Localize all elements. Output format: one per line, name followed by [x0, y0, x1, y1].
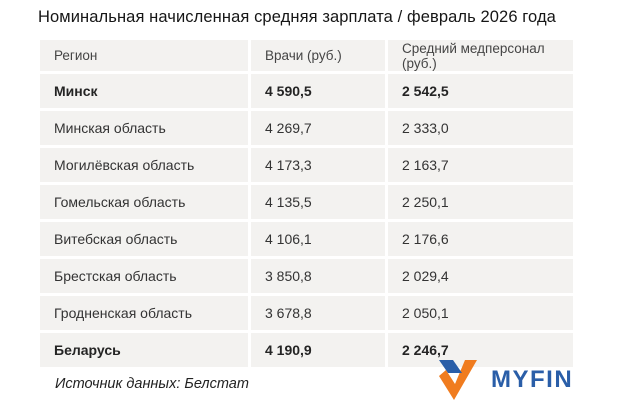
table-row: Витебская область 4 106,1 2 176,6 — [40, 222, 573, 256]
table-row: Могилёвская область 4 173,3 2 163,7 — [40, 148, 573, 182]
nurses-cell: 2 050,1 — [388, 296, 573, 330]
doctors-cell: 4 135,5 — [251, 185, 385, 219]
doctors-cell: 4 590,5 — [251, 74, 385, 108]
region-cell: Беларусь — [40, 333, 248, 367]
myfin-logo-icon — [439, 360, 477, 400]
doctors-cell: 3 678,8 — [251, 296, 385, 330]
doctors-cell: 3 850,8 — [251, 259, 385, 293]
column-header-doctors: Врачи (руб.) — [251, 40, 385, 71]
nurses-cell: 2 250,1 — [388, 185, 573, 219]
column-header-region: Регион — [40, 40, 248, 71]
region-cell: Витебская область — [40, 222, 248, 256]
table-row: Брестская область 3 850,8 2 029,4 — [40, 259, 573, 293]
doctors-cell: 4 269,7 — [251, 111, 385, 145]
region-cell: Гродненская область — [40, 296, 248, 330]
table-row: Гродненская область 3 678,8 2 050,1 — [40, 296, 573, 330]
nurses-cell: 2 333,0 — [388, 111, 573, 145]
data-source-note: Источник данных: Белстат — [55, 376, 249, 392]
myfin-logo: MYFIN — [437, 360, 573, 400]
doctors-cell: 4 106,1 — [251, 222, 385, 256]
myfin-logo-text: MYFIN — [491, 366, 574, 393]
column-header-nurses: Средний медперсонал (руб.) — [388, 40, 573, 71]
table-row: Гомельская область 4 135,5 2 250,1 — [40, 185, 573, 219]
table-row-total: Беларусь 4 190,9 2 246,7 — [40, 333, 573, 367]
nurses-cell: 2 029,4 — [388, 259, 573, 293]
region-cell: Брестская область — [40, 259, 248, 293]
nurses-cell: 2 176,6 — [388, 222, 573, 256]
region-cell: Минск — [40, 74, 248, 108]
region-cell: Минская область — [40, 111, 248, 145]
table-header-row: Регион Врачи (руб.) Средний медперсонал … — [40, 40, 573, 71]
doctors-cell: 4 190,9 — [251, 333, 385, 367]
region-cell: Могилёвская область — [40, 148, 248, 182]
salary-table: Регион Врачи (руб.) Средний медперсонал … — [40, 40, 573, 367]
page-title: Номинальная начисленная средняя зарплата… — [38, 8, 556, 26]
region-cell: Гомельская область — [40, 185, 248, 219]
table-row: Минская область 4 269,7 2 333,0 — [40, 111, 573, 145]
nurses-cell: 2 542,5 — [388, 74, 573, 108]
nurses-cell: 2 246,7 — [388, 333, 573, 367]
nurses-cell: 2 163,7 — [388, 148, 573, 182]
table-row: Минск 4 590,5 2 542,5 — [40, 74, 573, 108]
doctors-cell: 4 173,3 — [251, 148, 385, 182]
